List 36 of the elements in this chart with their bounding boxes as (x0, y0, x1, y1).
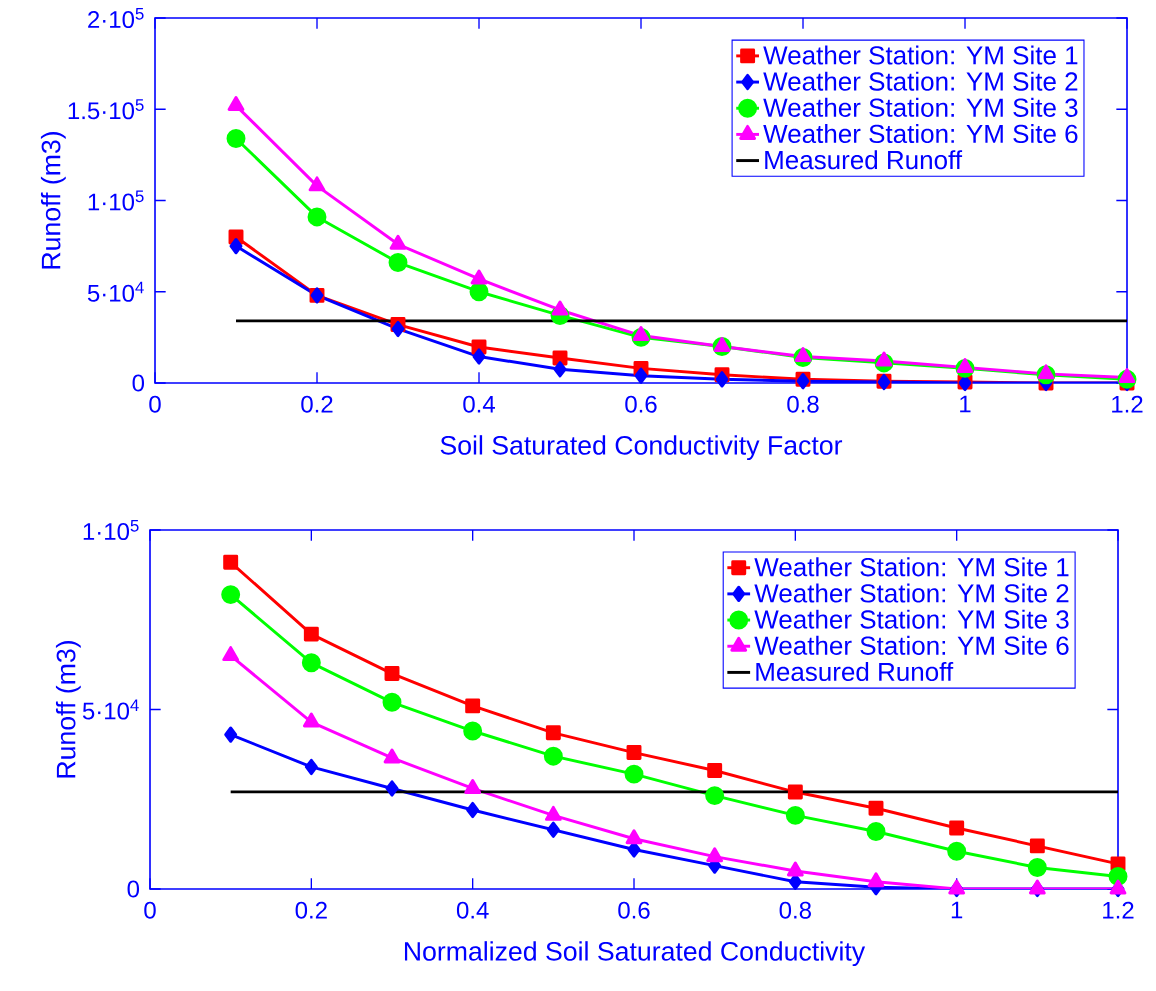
x-tick-label: 0.2 (301, 395, 333, 413)
y-axis-title: Runoff (m3) (40, 132, 66, 269)
y-tick-label: 1·10$^{5}$ (83, 519, 139, 541)
x-tick-label: 0.2 (295, 901, 327, 919)
legend-label: Weather Station: YM Site 6 (763, 123, 1078, 144)
x-tick-label: 0.4 (463, 395, 495, 413)
x-tick-label: 0.6 (618, 901, 650, 919)
legend-label: Weather Station: YM Site 1 (763, 45, 1078, 65)
legend-label: Weather Station: YM Site 6 (754, 635, 1069, 655)
x-axis-title: Soil Saturated Conductivity Factor (440, 435, 843, 461)
x-tick-label: 1.2 (1112, 395, 1143, 413)
legend-label: Weather Station: YM Site 2 (763, 71, 1078, 91)
x-tick-label: 0.4 (456, 901, 489, 919)
legend-label: Weather Station: YM Site 2 (754, 583, 1069, 603)
y-tick-label: 5·10$^{4}$ (82, 699, 139, 720)
y-tick-label: 1.5·10$^{5}$ (68, 99, 144, 120)
y-tick-label: 0 (132, 374, 145, 392)
legend-label: Weather Station: YM Site 1 (754, 557, 1069, 577)
y-tick-label: 0 (127, 880, 140, 898)
y-tick-label: 5·10$^{4}$ (87, 281, 144, 302)
x-tick-label: 0 (144, 901, 156, 919)
x-axis-title: Normalized Soil Saturated Conductivity (404, 941, 866, 967)
x-tick-label: 0.8 (787, 395, 819, 413)
x-tick-label: 1.2 (1103, 901, 1134, 919)
y-tick-label: 2·10$^{5}$ (88, 7, 144, 29)
y-axis-title: Runoff (m3) (55, 641, 81, 778)
legend-label: Measured Runoff (765, 150, 963, 170)
legend-label: Weather Station: YM Site 3 (763, 97, 1078, 117)
legend-label: Weather Station: YM Site 3 (754, 609, 1069, 629)
x-tick-label: 0 (149, 395, 161, 413)
x-tick-label: 0.8 (779, 901, 811, 919)
legend-label: Measured Runoff (756, 661, 954, 682)
x-tick-label: 0.6 (625, 395, 657, 413)
x-tick-label: 1 (960, 395, 971, 413)
x-tick-label: 1 (951, 901, 963, 919)
y-tick-label: 1·10$^{5}$ (88, 190, 144, 211)
